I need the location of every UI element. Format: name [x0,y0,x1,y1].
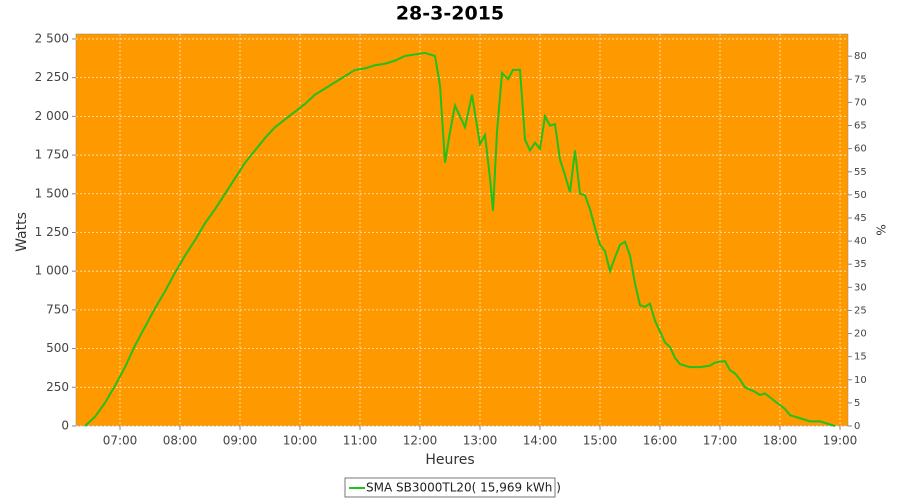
y2-tick-label: 0 [854,421,860,432]
x-tick-label: 09:00 [223,434,258,448]
y2-tick-label: 20 [854,329,867,340]
legend-label: SMA SB3000TL20( 15,969 kWh ) [366,481,561,495]
x-tick-label: 08:00 [163,434,198,448]
y2-tick-label: 50 [854,190,867,201]
y2-tick-label: 55 [854,167,867,178]
x-tick-label: 10:00 [283,434,318,448]
y-tick-label: 250 [46,380,69,394]
y-tick-label: 1 250 [35,225,69,239]
x-tick-label: 19:00 [823,434,858,448]
y-tick-label: 2 250 [35,70,69,84]
x-tick-label: 07:00 [103,434,138,448]
x-tick-label: 11:00 [343,434,378,448]
y-axis-label: Watts [14,212,30,252]
y2-axis-label: % [874,224,888,235]
y2-tick-label: 70 [854,97,867,108]
y-tick-label: 500 [46,341,69,355]
x-tick-label: 15:00 [583,434,618,448]
y2-tick-label: 65 [854,121,867,132]
y2-tick-label: 30 [854,282,867,293]
y-tick-label: 2 000 [35,109,69,123]
y-tick-label: 1 000 [35,264,69,278]
plot-area [75,33,849,427]
x-tick-label: 17:00 [703,434,738,448]
y2-tick-label: 25 [854,305,867,316]
y-tick-label: 1 750 [35,148,69,162]
x-tick-label: 12:00 [403,434,438,448]
x-tick-label: 18:00 [763,434,798,448]
legend-box [344,477,556,498]
x-axis-label: Heures [425,452,474,468]
y-tick-label: 1 500 [35,186,69,200]
x-tick-label: 13:00 [463,434,498,448]
y2-tick-label: 15 [854,352,867,363]
y2-tick-label: 80 [854,51,867,62]
y-tick-label: 750 [46,302,69,316]
y-tick-label: 2 500 [35,31,69,45]
series-line [84,51,836,427]
chart-title: 28-3-2015 [396,3,504,25]
y2-tick-label: 45 [854,213,867,224]
x-tick-label: 14:00 [523,434,558,448]
y2-tick-label: 10 [854,375,867,386]
y-tick-label: 0 [61,419,69,433]
y2-tick-label: 40 [854,236,867,247]
y2-tick-label: 60 [854,144,867,155]
y2-tick-label: 5 [854,398,860,409]
y2-tick-label: 35 [854,259,867,270]
y2-tick-label: 75 [854,74,867,85]
x-tick-label: 16:00 [643,434,678,448]
